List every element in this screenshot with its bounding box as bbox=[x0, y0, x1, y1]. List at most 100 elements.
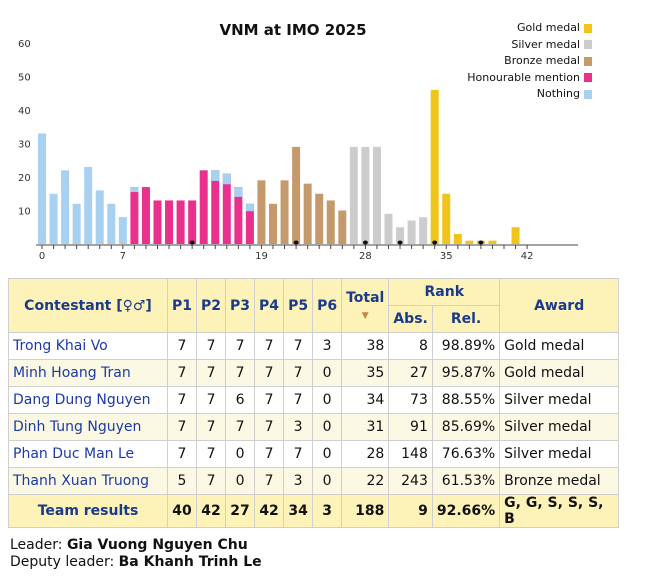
bar bbox=[488, 240, 497, 244]
contestant-name[interactable]: Dang Dung Nguyen bbox=[8, 386, 168, 414]
legend-label: Silver medal bbox=[511, 37, 580, 51]
problem-score: 0 bbox=[225, 440, 256, 468]
rank-abs: 243 bbox=[388, 467, 433, 495]
bar bbox=[199, 170, 208, 244]
award: Silver medal bbox=[499, 413, 620, 441]
team-member-marker bbox=[362, 240, 368, 245]
bar bbox=[419, 217, 428, 244]
bar-overlay bbox=[245, 203, 254, 212]
bar bbox=[95, 190, 104, 244]
bar bbox=[176, 200, 185, 244]
header-p3[interactable]: P3 bbox=[225, 278, 256, 333]
problem-score: 7 bbox=[283, 332, 314, 360]
contestant-name[interactable]: Dinh Tung Nguyen bbox=[8, 413, 168, 441]
header-p6[interactable]: P6 bbox=[312, 278, 343, 333]
legend-item: Nothing bbox=[467, 86, 592, 103]
problem-score: 7 bbox=[283, 359, 314, 387]
header-p1[interactable]: P1 bbox=[166, 278, 198, 333]
leader-line: Leader: Gia Vuong Nguyen Chu bbox=[10, 537, 262, 554]
score-distribution-chart: VNM at IMO 2025 10 20 30 40 50 60 0 7 19 28 35 42 bbox=[18, 21, 578, 262]
header-abs[interactable]: Abs. bbox=[388, 305, 433, 333]
x-tick-label: 42 bbox=[521, 251, 534, 262]
bar bbox=[269, 203, 277, 244]
team-problem-score: 42 bbox=[254, 494, 285, 528]
team-member-marker bbox=[432, 240, 438, 245]
x-tick-label: 19 bbox=[255, 251, 268, 262]
team-results-row: Team results 40 42 27 42 34 3 188 9 92.66% G, G, S… bbox=[8, 494, 620, 528]
bar bbox=[222, 173, 231, 244]
deputy-name[interactable]: Ba Khanh Trinh Le bbox=[118, 554, 262, 570]
y-axis: 10 20 30 40 50 60 bbox=[18, 39, 31, 218]
bar-overlay bbox=[130, 187, 139, 193]
legend-item: Bronze medal bbox=[467, 53, 592, 70]
problem-score: 7 bbox=[225, 359, 256, 387]
y-tick-label: 10 bbox=[18, 207, 31, 218]
award: Gold medal bbox=[499, 359, 620, 387]
problem-score: 7 bbox=[254, 359, 285, 387]
problem-score: 3 bbox=[283, 467, 314, 495]
team-member-marker bbox=[293, 240, 299, 245]
contestant-name[interactable]: Thanh Xuan Truong bbox=[8, 467, 168, 495]
problem-score: 7 bbox=[166, 386, 198, 414]
problem-score: 7 bbox=[196, 332, 227, 360]
bar bbox=[234, 187, 243, 244]
legend-item: Honourable mention bbox=[467, 70, 592, 87]
table-row: Dang Dung Nguyen 7 7 6 7 7 0 34 73 88.55% Silver m… bbox=[8, 386, 620, 414]
table-row: Dinh Tung Nguyen 7 7 7 7 3 0 31 91 85.69% Silver m… bbox=[8, 413, 620, 441]
problem-score: 5 bbox=[166, 467, 198, 495]
header-p4[interactable]: P4 bbox=[254, 278, 285, 333]
deputy-label: Deputy leader: bbox=[10, 554, 115, 570]
bar bbox=[38, 133, 46, 244]
bar bbox=[211, 170, 220, 244]
x-axis: 0 7 19 28 35 42 bbox=[36, 244, 578, 262]
bar bbox=[315, 193, 324, 244]
x-tick-label: 7 bbox=[120, 251, 126, 262]
total-score: 34 bbox=[341, 386, 390, 414]
contestant-name[interactable]: Trong Khai Vo bbox=[8, 332, 168, 360]
rank-rel: 85.69% bbox=[431, 413, 501, 441]
problem-score: 7 bbox=[254, 467, 285, 495]
legend-swatch bbox=[584, 23, 592, 33]
leader-name[interactable]: Gia Vuong Nguyen Chu bbox=[66, 537, 248, 553]
header-p5[interactable]: P5 bbox=[283, 278, 314, 333]
header-p2[interactable]: P2 bbox=[196, 278, 227, 333]
legend-item: Gold medal bbox=[467, 20, 592, 37]
problem-score: 7 bbox=[196, 359, 227, 387]
rank-rel: 95.87% bbox=[431, 359, 501, 387]
bar bbox=[107, 203, 116, 244]
problem-score: 7 bbox=[196, 386, 227, 414]
footer: Leader: Gia Vuong Nguyen Chu Deputy lead… bbox=[10, 537, 262, 571]
team-label: Team results bbox=[8, 494, 168, 528]
header-contestant[interactable]: Contestant [♀♂] bbox=[8, 278, 168, 333]
total-score: 22 bbox=[341, 467, 390, 495]
rank-rel: 98.89% bbox=[431, 332, 501, 360]
problem-score: 7 bbox=[196, 467, 227, 495]
contestant-name[interactable]: Phan Duc Man Le bbox=[8, 440, 168, 468]
bar-overlay bbox=[234, 187, 243, 197]
x-tick-label: 35 bbox=[440, 251, 453, 262]
contestant-name[interactable]: Minh Hoang Tran bbox=[8, 359, 168, 387]
bar bbox=[292, 146, 301, 244]
header-award[interactable]: Award bbox=[499, 278, 620, 333]
team-total: 188 bbox=[341, 494, 390, 528]
chart-legend: Gold medal Silver medal Bronze medal Honour… bbox=[467, 20, 592, 103]
header-total[interactable]: Total ▼ bbox=[341, 278, 390, 333]
bar bbox=[72, 203, 81, 244]
problem-score: 7 bbox=[166, 440, 198, 468]
bar bbox=[257, 180, 266, 244]
bar bbox=[349, 146, 358, 244]
legend-swatch bbox=[584, 89, 592, 99]
award: Bronze medal bbox=[499, 467, 620, 495]
bar bbox=[338, 210, 347, 244]
problem-score: 0 bbox=[312, 413, 343, 441]
table-row: Trong Khai Vo 7 7 7 7 7 3 38 8 98.89% Gold medal bbox=[8, 332, 620, 360]
problem-score: 7 bbox=[166, 359, 198, 387]
bar bbox=[280, 180, 289, 244]
bar bbox=[153, 200, 162, 244]
total-score: 28 bbox=[341, 440, 390, 468]
bar bbox=[384, 213, 393, 244]
deputy-line: Deputy leader: Ba Khanh Trinh Le bbox=[10, 554, 262, 571]
table-row: Thanh Xuan Truong 5 7 0 7 3 0 22 243 61.53% Bronze… bbox=[8, 467, 620, 495]
bar bbox=[511, 227, 520, 244]
header-rel[interactable]: Rel. bbox=[431, 305, 501, 333]
